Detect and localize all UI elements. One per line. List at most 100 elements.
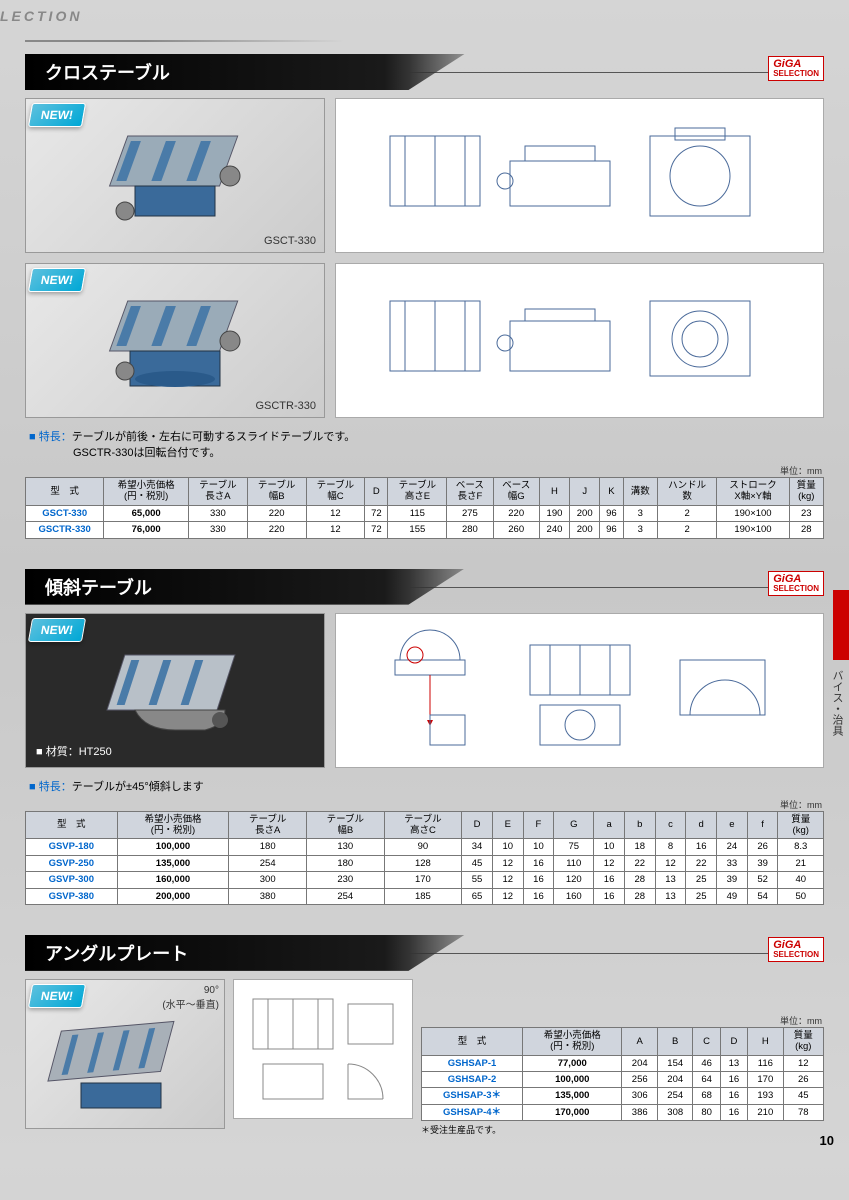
table-cell: 16 <box>523 888 554 904</box>
table-cell: 68 <box>693 1088 720 1104</box>
table-cell: 39 <box>747 855 778 871</box>
table-cell: 185 <box>384 888 462 904</box>
table-cell: 75 <box>554 839 594 855</box>
table-cell: 33 <box>717 855 748 871</box>
product-model-label: GSCT-330 <box>264 235 316 247</box>
table-cell: 22 <box>624 855 655 871</box>
table-header: 型 式 <box>26 811 118 839</box>
table-cell: 78 <box>783 1104 823 1120</box>
table-header: K <box>600 478 623 506</box>
table-row: GSHSAP-2100,000256204641617026 <box>422 1072 824 1088</box>
table-cell: 3 <box>623 505 657 521</box>
table-cell: 180 <box>306 855 384 871</box>
spec-table-crosstable: 型 式希望小売価格(円・税別)テーブル長さAテーブル幅Bテーブル幅CDテーブル高… <box>25 477 824 539</box>
table-header: 型 式 <box>26 478 104 506</box>
table-cell: 39 <box>717 872 748 888</box>
table-cell: 34 <box>462 839 493 855</box>
table-header: 溝数 <box>623 478 657 506</box>
table-cell: 28 <box>624 888 655 904</box>
technical-diagram <box>335 263 824 418</box>
table-cell: 204 <box>657 1072 693 1088</box>
table-cell: GSHSAP-2 <box>422 1072 523 1088</box>
table-cell: GSVP-380 <box>26 888 118 904</box>
table-cell: 254 <box>657 1088 693 1104</box>
table-header: C <box>693 1027 720 1055</box>
table-cell: 90 <box>384 839 462 855</box>
table-header: f <box>747 811 778 839</box>
table-header: テーブル幅B <box>247 478 306 506</box>
table-header: 希望小売価格(円・税別) <box>523 1027 622 1055</box>
table-cell: 77,000 <box>523 1055 622 1071</box>
table-cell: GSVP-180 <box>26 839 118 855</box>
table-cell: 200 <box>570 522 600 538</box>
table-header: 希望小売価格(円・税別) <box>117 811 229 839</box>
table-header: H <box>539 478 569 506</box>
table-cell: 21 <box>778 855 824 871</box>
table-row: GSCTR-33076,0003302201272155280260240200… <box>26 522 824 538</box>
unit-label: 単位：mm <box>421 1014 822 1027</box>
table-cell: 65 <box>462 888 493 904</box>
table-cell: GSCTR-330 <box>26 522 104 538</box>
table-row: GSCT-33065,00033022012721152752201902009… <box>26 505 824 521</box>
table-cell: 8.3 <box>778 839 824 855</box>
table-cell: 28 <box>789 522 823 538</box>
table-cell: 10 <box>594 839 625 855</box>
table-header: テーブル高さC <box>384 811 462 839</box>
table-cell: 190×100 <box>717 522 789 538</box>
table-header: 質量(kg) <box>778 811 824 839</box>
table-cell: GSHSAP-1 <box>422 1055 523 1071</box>
table-header: a <box>594 811 625 839</box>
technical-diagram <box>335 98 824 253</box>
technical-diagram <box>233 979 413 1119</box>
table-header: D <box>365 478 388 506</box>
table-cell: 54 <box>747 888 778 904</box>
table-cell: 330 <box>189 505 248 521</box>
table-row: GSHSAP-4＊170,000386308801621078 <box>422 1104 824 1120</box>
table-cell: 26 <box>783 1072 823 1088</box>
table-cell: 49 <box>717 888 748 904</box>
table-cell: 12 <box>492 888 523 904</box>
table-header: テーブル幅B <box>306 811 384 839</box>
table-cell: 45 <box>783 1088 823 1104</box>
table-cell: 193 <box>748 1088 784 1104</box>
table-header: テーブル長さA <box>189 478 248 506</box>
table-header: A <box>622 1027 658 1055</box>
table-header: e <box>717 811 748 839</box>
table-header: B <box>657 1027 693 1055</box>
table-cell: 308 <box>657 1104 693 1120</box>
table-cell: 3 <box>623 522 657 538</box>
table-row: GSVP-250135,0002541801284512161101222122… <box>26 855 824 871</box>
table-cell: 100,000 <box>523 1072 622 1088</box>
table-cell: 180 <box>229 839 307 855</box>
top-divider <box>25 40 824 42</box>
table-cell: 130 <box>306 839 384 855</box>
table-row: GSHSAP-3＊135,000306254681619345 <box>422 1088 824 1104</box>
table-header: F <box>523 811 554 839</box>
table-cell: 50 <box>778 888 824 904</box>
new-badge: NEW! <box>28 984 86 1008</box>
table-header: H <box>748 1027 784 1055</box>
section-title: クロステーブル <box>45 59 170 85</box>
footnote: ＊受注生産品です。 <box>421 1123 824 1136</box>
table-cell: 190 <box>539 505 569 521</box>
table-cell: 25 <box>686 872 717 888</box>
table-cell: 8 <box>655 839 686 855</box>
table-cell: 45 <box>462 855 493 871</box>
table-cell: 200 <box>570 505 600 521</box>
table-cell: 200,000 <box>117 888 229 904</box>
table-header: b <box>624 811 655 839</box>
new-badge: NEW! <box>28 268 86 292</box>
table-cell: 96 <box>600 522 623 538</box>
table-cell: GSHSAP-4＊ <box>422 1104 523 1120</box>
table-cell: 28 <box>624 872 655 888</box>
table-cell: 116 <box>748 1055 784 1071</box>
table-cell: 128 <box>384 855 462 871</box>
table-cell: 306 <box>622 1088 658 1104</box>
table-cell: 12 <box>306 522 365 538</box>
top-header-label: LECTION <box>0 8 82 24</box>
table-cell: 10 <box>492 839 523 855</box>
table-cell: 52 <box>747 872 778 888</box>
table-cell: 46 <box>693 1055 720 1071</box>
table-cell: 2 <box>657 505 717 521</box>
table-header: E <box>492 811 523 839</box>
